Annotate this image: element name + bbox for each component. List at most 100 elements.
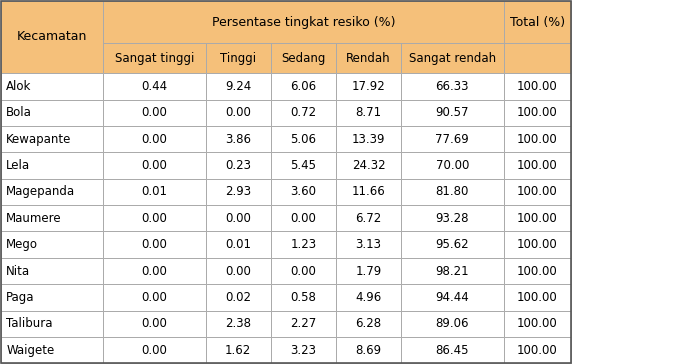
Bar [205,232,271,258]
Bar [336,179,401,205]
Text: 24.32: 24.32 [352,159,385,172]
Text: 0.00: 0.00 [142,317,167,330]
Bar [271,179,336,205]
Bar [401,258,504,284]
Bar [401,100,504,126]
Text: Maumere: Maumere [6,212,62,225]
Text: 0.00: 0.00 [290,212,316,225]
Bar [1,1,103,73]
Text: Total (%): Total (%) [510,16,565,29]
Text: 100.00: 100.00 [517,265,558,277]
Text: Sangat rendah: Sangat rendah [409,52,496,65]
Bar [271,205,336,232]
Bar [401,205,504,232]
Text: 5.45: 5.45 [290,159,316,172]
Text: 0.44: 0.44 [142,80,167,93]
Text: 0.00: 0.00 [226,106,251,119]
Text: Kecamatan: Kecamatan [17,31,87,43]
Bar [205,152,271,179]
Bar [205,100,271,126]
Bar [205,258,271,284]
Bar [1,152,103,179]
Bar [103,337,205,363]
Bar [271,258,336,284]
Bar [336,310,401,337]
Text: 94.44: 94.44 [435,291,469,304]
Text: 100.00: 100.00 [517,291,558,304]
Bar [1,126,103,152]
Bar [1,310,103,337]
Text: Paga: Paga [6,291,35,304]
Text: Magepanda: Magepanda [6,185,76,198]
Bar [336,232,401,258]
Text: 0.00: 0.00 [290,265,316,277]
Bar [336,258,401,284]
Text: 17.92: 17.92 [352,80,385,93]
Text: 0.00: 0.00 [226,265,251,277]
Bar [504,232,571,258]
Bar [504,43,571,73]
Bar [504,1,571,43]
Text: 8.69: 8.69 [355,344,382,357]
Bar [1,100,103,126]
Text: 0.01: 0.01 [226,238,251,251]
Text: 0.00: 0.00 [142,132,167,146]
Text: 100.00: 100.00 [517,80,558,93]
Bar [1,73,103,100]
Bar [401,43,504,73]
Bar [205,179,271,205]
Text: 0.01: 0.01 [142,185,167,198]
Bar [504,100,571,126]
Text: Nita: Nita [6,265,31,277]
Bar [103,205,205,232]
Text: 90.57: 90.57 [436,106,469,119]
Text: 11.66: 11.66 [352,185,385,198]
Text: 6.06: 6.06 [290,80,316,93]
Bar [401,179,504,205]
Text: 1.23: 1.23 [290,238,316,251]
Text: 0.02: 0.02 [226,291,251,304]
Bar [401,126,504,152]
Bar [504,337,571,363]
Text: 100.00: 100.00 [517,132,558,146]
Text: 8.71: 8.71 [355,106,382,119]
Bar [504,73,571,100]
Bar [271,232,336,258]
Bar [271,73,336,100]
Text: 0.72: 0.72 [290,106,316,119]
Text: 100.00: 100.00 [517,317,558,330]
Text: Mego: Mego [6,238,38,251]
Bar [1,284,103,310]
Bar [271,310,336,337]
Text: 1.79: 1.79 [355,265,382,277]
Text: 0.00: 0.00 [142,159,167,172]
Text: 4.96: 4.96 [355,291,382,304]
Text: 89.06: 89.06 [436,317,469,330]
Text: 0.00: 0.00 [142,265,167,277]
Bar [103,1,504,43]
Text: 0.00: 0.00 [142,106,167,119]
Text: Bola: Bola [6,106,32,119]
Text: Rendah: Rendah [346,52,391,65]
Text: Talibura: Talibura [6,317,53,330]
Text: 0.00: 0.00 [226,212,251,225]
Text: 9.24: 9.24 [225,80,251,93]
Bar [401,232,504,258]
Bar [336,73,401,100]
Bar [271,152,336,179]
Bar [271,126,336,152]
Bar [103,179,205,205]
Text: 3.86: 3.86 [226,132,251,146]
Bar [103,232,205,258]
Bar [504,152,571,179]
Text: 1.62: 1.62 [225,344,251,357]
Bar [103,152,205,179]
Text: 0.00: 0.00 [142,291,167,304]
Text: Alok: Alok [6,80,32,93]
Bar [1,205,103,232]
Text: 2.38: 2.38 [226,317,251,330]
Text: 6.28: 6.28 [355,317,382,330]
Bar [336,152,401,179]
Text: 13.39: 13.39 [352,132,385,146]
Bar [205,43,271,73]
